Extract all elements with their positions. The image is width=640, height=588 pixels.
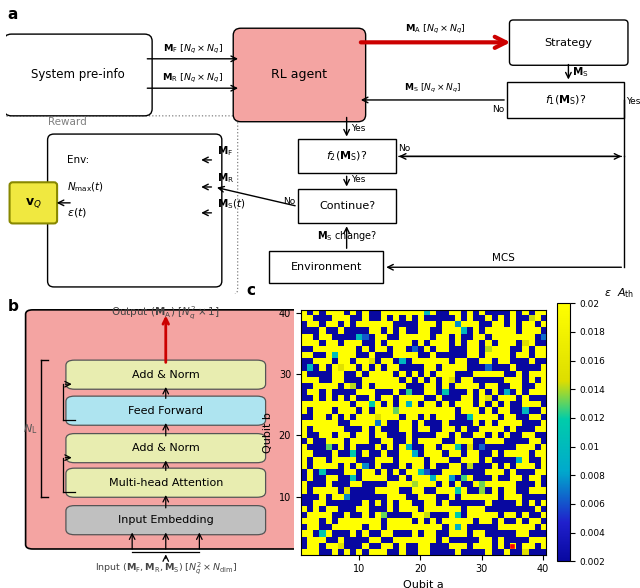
Text: Multi-head Attention: Multi-head Attention <box>109 477 223 487</box>
Text: $\mathbf{M}_\mathrm{F}\ [N_q \times N_q]$: $\mathbf{M}_\mathrm{F}\ [N_q \times N_q]… <box>163 43 223 56</box>
X-axis label: Qubit a: Qubit a <box>403 580 444 588</box>
Text: Add & Norm: Add & Norm <box>132 443 200 453</box>
Text: Reward: Reward <box>47 116 86 126</box>
Text: $N_\mathrm{max}(t)$: $N_\mathrm{max}(t)$ <box>67 180 104 194</box>
Text: Continue?: Continue? <box>319 201 375 212</box>
Text: No: No <box>398 145 410 153</box>
Y-axis label: Qubit b: Qubit b <box>263 412 273 453</box>
Text: $\varepsilon(t)$: $\varepsilon(t)$ <box>67 206 87 219</box>
FancyBboxPatch shape <box>66 468 266 497</box>
Text: Strategy: Strategy <box>545 38 593 48</box>
Text: $\mathbf{M}_\mathrm{F}$: $\mathbf{M}_\mathrm{F}$ <box>217 144 233 158</box>
Text: c: c <box>247 283 256 298</box>
Bar <box>269 251 383 283</box>
Text: Input Embedding: Input Embedding <box>118 515 214 525</box>
FancyBboxPatch shape <box>509 20 628 65</box>
Text: System pre-info: System pre-info <box>31 68 125 82</box>
Text: $\varepsilon\ \ A_\mathrm{th}$: $\varepsilon\ \ A_\mathrm{th}$ <box>604 286 635 300</box>
FancyBboxPatch shape <box>66 433 266 463</box>
Text: $\mathbf{M}_\mathrm{S}(t)$: $\mathbf{M}_\mathrm{S}(t)$ <box>217 197 245 211</box>
Text: b: b <box>8 299 18 314</box>
Bar <box>507 82 624 118</box>
Text: No: No <box>492 105 504 113</box>
Text: Environment: Environment <box>291 262 362 272</box>
FancyBboxPatch shape <box>3 116 237 295</box>
FancyBboxPatch shape <box>47 134 222 287</box>
Text: $f_2(\mathbf{M}_\mathrm{S})$?: $f_2(\mathbf{M}_\mathrm{S})$? <box>326 149 367 163</box>
Text: $\mathbf{M}_\mathrm{S}\ [N_q \times N_q]$: $\mathbf{M}_\mathrm{S}\ [N_q \times N_q]… <box>404 82 461 95</box>
Text: No: No <box>283 196 295 206</box>
Text: Input $(\mathbf{M}_\mathrm{F},\mathbf{M}_\mathrm{R},\mathbf{M}_\mathrm{S})\ [N_q: Input $(\mathbf{M}_\mathrm{F},\mathbf{M}… <box>95 560 237 576</box>
FancyBboxPatch shape <box>4 34 152 116</box>
Text: Yes: Yes <box>351 175 365 185</box>
Text: RL agent: RL agent <box>271 68 328 82</box>
Text: $f_1(\mathbf{M}_\mathrm{S})$?: $f_1(\mathbf{M}_\mathrm{S})$? <box>545 93 586 107</box>
Text: Feed Forward: Feed Forward <box>128 406 204 416</box>
Text: Add & Norm: Add & Norm <box>132 370 200 380</box>
Text: Yes: Yes <box>626 97 640 106</box>
FancyBboxPatch shape <box>66 506 266 534</box>
FancyBboxPatch shape <box>233 28 365 122</box>
Text: Output $(\mathbf{M}_\mathrm{A})\ [N_q^2 \times 1]$: Output $(\mathbf{M}_\mathrm{A})\ [N_q^2 … <box>111 305 219 322</box>
Text: $\mathbf{M}_\mathrm{A}\ [N_q \times N_q]$: $\mathbf{M}_\mathrm{A}\ [N_q \times N_q]… <box>405 24 466 36</box>
FancyBboxPatch shape <box>66 396 266 425</box>
Text: $\mathbf{M}_\mathrm{R}$: $\mathbf{M}_\mathrm{R}$ <box>217 171 234 185</box>
Text: MCS: MCS <box>492 253 515 263</box>
Bar <box>298 139 396 173</box>
Text: a: a <box>8 7 18 22</box>
FancyBboxPatch shape <box>26 310 307 549</box>
FancyBboxPatch shape <box>66 360 266 389</box>
Text: Env:: Env: <box>67 155 89 165</box>
Text: Yes: Yes <box>351 123 365 133</box>
Text: $\mathbf{M}_\mathrm{R}\ [N_q \times N_q]$: $\mathbf{M}_\mathrm{R}\ [N_q \times N_q]… <box>162 72 223 85</box>
Bar <box>298 189 396 223</box>
Text: $\mathbf{M}_\mathrm{S}$ change?: $\mathbf{M}_\mathrm{S}$ change? <box>317 229 376 243</box>
Text: $\mathbf{v}_Q$: $\mathbf{v}_Q$ <box>25 196 42 210</box>
Text: $N_\mathrm{L}$: $N_\mathrm{L}$ <box>22 422 37 436</box>
FancyBboxPatch shape <box>10 182 57 223</box>
Text: $\mathbf{M}_\mathrm{S}$: $\mathbf{M}_\mathrm{S}$ <box>572 65 588 79</box>
